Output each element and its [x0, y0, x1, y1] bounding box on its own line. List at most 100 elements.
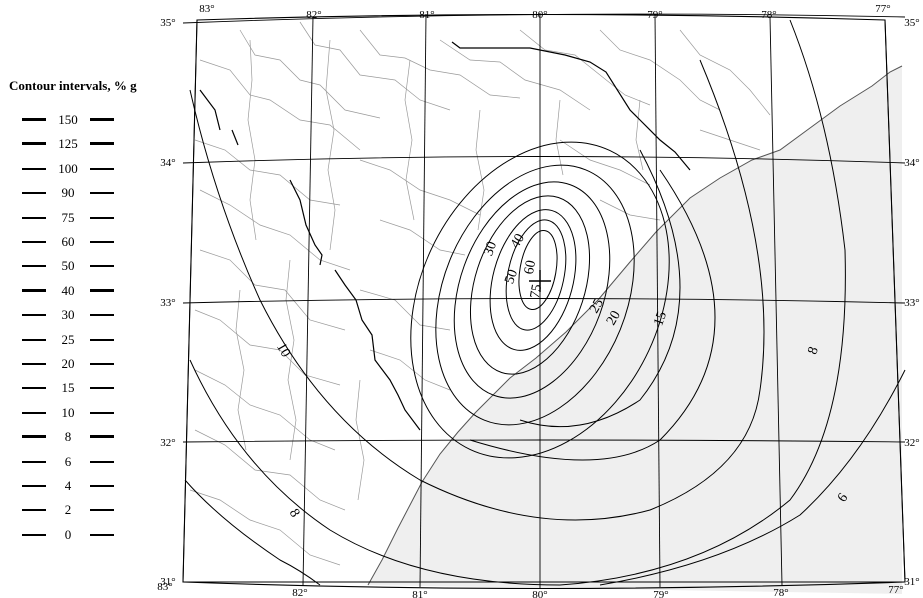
longitude-label: 83° [157, 581, 172, 593]
legend-value: 20 [61, 356, 75, 371]
contour-lines [184, 19, 906, 586]
legend-value: 6 [64, 453, 72, 469]
latitude-label: 35° [160, 17, 175, 29]
legend-entry: 15 [22, 380, 122, 396]
legend-entry: 30 [22, 307, 122, 323]
legend-value: 125 [58, 136, 78, 152]
legend-line-left [22, 118, 46, 121]
longitude-label: 79° [647, 9, 662, 21]
legend-line-left [22, 509, 46, 512]
latitude-labels-right: 35° 34° 33° 32° 31° [904, 17, 919, 588]
longitude-label: 82° [306, 9, 321, 21]
contour-label: 15 [651, 310, 670, 328]
contour-label: 30 [481, 240, 500, 258]
legend-line-left [22, 241, 46, 243]
legend-line-right [90, 265, 114, 268]
legend-line-left [22, 363, 46, 365]
legend-entry: 8 [22, 429, 122, 445]
contour-label: 8 [805, 345, 821, 357]
legend-line-right [90, 288, 114, 292]
legend-line-right [90, 509, 114, 512]
legend-line-left [22, 288, 46, 292]
longitude-label: 77° [875, 3, 890, 15]
legend-entry: 100 [22, 160, 122, 176]
legend-line-left [22, 533, 46, 536]
contour-label: 20 [604, 308, 624, 328]
latitude-label: 31° [160, 576, 175, 588]
legend-value: 90 [61, 185, 75, 201]
latitude-label: 33° [160, 297, 175, 309]
legend-entry: 125 [22, 136, 122, 152]
longitude-label: 80° [532, 589, 547, 598]
legend-line-left [22, 265, 46, 268]
latitude-label: 35° [904, 17, 919, 29]
latitude-label: 33° [904, 297, 919, 309]
coastline [367, 65, 903, 586]
legend-entry: 6 [22, 453, 122, 469]
legend-entry: 20 [22, 356, 122, 371]
legend-value: 4 [64, 478, 72, 493]
latitude-label: 32° [160, 437, 175, 449]
legend-entry: 90 [22, 185, 122, 201]
legend-value: 50 [61, 258, 75, 274]
county-lines [189, 21, 771, 566]
legend-line-left [22, 435, 46, 439]
ocean [368, 66, 902, 594]
longitude-label: 80° [532, 9, 547, 21]
legend-entry: 60 [22, 234, 122, 249]
epicenter-marker [529, 270, 551, 292]
legend-value: 10 [61, 404, 75, 420]
legend-line-right [90, 411, 114, 414]
legend-line-left [22, 314, 46, 317]
longitude-labels-bottom: 83° 82° 81° 80° 79° 78° 77° [157, 581, 903, 598]
longitude-label: 81° [419, 9, 434, 21]
longitude-label: 83° [199, 3, 214, 15]
legend-line-left [22, 216, 46, 219]
legend-line-right [90, 533, 114, 536]
legend-line-left [22, 387, 46, 390]
legend-line-left [22, 485, 46, 487]
legend-value: 100 [58, 160, 78, 176]
legend-entry: 10 [22, 404, 122, 420]
longitude-label: 78° [773, 587, 788, 598]
legend-entry: 25 [22, 331, 122, 347]
contour-label: 60 [522, 259, 539, 275]
state-boundaries [199, 41, 691, 431]
legend-line-right [90, 338, 114, 341]
longitude-label: 82° [292, 587, 307, 598]
legend-value: 8 [64, 429, 72, 445]
legend-line-right [90, 241, 114, 243]
legend-line-right [90, 192, 114, 195]
contour-label: 75 [528, 283, 545, 299]
legend-line-right [90, 216, 114, 219]
legend-value: 25 [61, 331, 75, 347]
legend-value: 15 [61, 380, 75, 396]
legend-line-right [90, 387, 114, 390]
legend-line-right [90, 142, 114, 146]
legend-line-left [22, 411, 46, 414]
longitude-label: 79° [653, 589, 668, 598]
legend-line-right [90, 485, 114, 487]
longitude-label: 78° [761, 9, 776, 21]
latitude-labels-left: 35° 34° 33° 32° 31° [160, 17, 175, 588]
legend-value: 75 [61, 209, 75, 225]
legend-line-left [22, 192, 46, 195]
legend-value: 2 [64, 502, 72, 518]
legend-value: 30 [61, 307, 75, 323]
legend-entry: 75 [22, 209, 122, 225]
contour-label: 50 [502, 268, 521, 286]
legend-line-right [90, 167, 114, 170]
latitude-label: 31° [904, 576, 919, 588]
contour-label: 40 [508, 231, 528, 251]
legend-line-left [22, 167, 46, 170]
latitude-label: 32° [904, 437, 919, 449]
legend-value: 150 [58, 112, 78, 127]
legend-entry: 4 [22, 478, 122, 493]
map-frame [182, 13, 906, 590]
longitude-label: 77° [888, 584, 903, 596]
legend-line-left [22, 142, 46, 146]
graticule [182, 13, 906, 588]
legend-entry: 40 [22, 283, 122, 298]
